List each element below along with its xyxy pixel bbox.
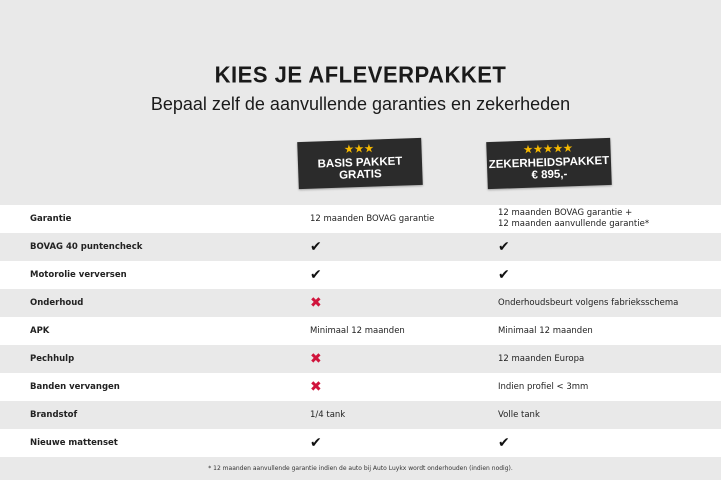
cross-icon: ✖: [310, 295, 322, 311]
value-text: 1/4 tank: [310, 410, 346, 420]
zekerheid-value: Onderhoudsbeurt volgens fabrieksschema: [498, 298, 678, 309]
basis-value: 12 maanden BOVAG garantie: [310, 214, 434, 224]
basis-value: Minimaal 12 maanden: [310, 326, 405, 336]
value-text: Volle tank: [498, 409, 540, 420]
table-row: Pechhulp ✖ 12 maanden Europa: [0, 345, 721, 373]
table-row: Motorolie verversen ✔ ✔: [0, 261, 721, 289]
zekerheid-value: Minimaal 12 maanden: [498, 326, 593, 337]
value-text: Onderhoudsbeurt volgens fabrieksschema: [498, 297, 679, 308]
checkmark-icon: ✔: [498, 238, 510, 255]
table-row: APK Minimaal 12 maanden Minimaal 12 maande…: [0, 317, 721, 345]
zekerheid-value: Indien profiel < 3mm: [498, 382, 588, 393]
table-row: BOVAG 40 puntencheck ✔ ✔: [0, 233, 721, 261]
value-text: Minimaal 12 maanden: [498, 325, 593, 336]
page-subtitle: Bepaal zelf de aanvullende garanties en …: [150, 94, 571, 114]
row-label: Nieuwe mattenset: [30, 438, 118, 448]
value-text: Indien profiel < 3mm: [498, 381, 589, 392]
checkmark-icon: ✔: [310, 435, 322, 451]
checkmark-icon: ✔: [498, 266, 510, 283]
value-text: 12 maanden aanvullende garantie*: [498, 219, 650, 229]
row-label: BOVAG 40 puntencheck: [30, 242, 143, 252]
value-text: 12 maanden BOVAG garantie: [310, 214, 435, 224]
cross-icon: ✖: [310, 351, 322, 367]
table-row: Brandstof 1/4 tank Volle tank: [0, 401, 721, 429]
value-text: Minimaal 12 maanden: [310, 326, 405, 336]
cross-icon: ✖: [310, 379, 322, 395]
value-text: 12 maanden Europa: [498, 353, 585, 364]
table-row: Banden vervangen ✖ Indien profiel < 3mm: [0, 373, 721, 401]
row-label: Banden vervangen: [30, 382, 120, 392]
row-label: Garantie: [30, 214, 72, 224]
zekerheid-value: Volle tank: [498, 410, 540, 421]
zekerheid-value: 12 maanden Europa: [498, 354, 584, 365]
table-row: Nieuwe mattenset ✔ ✔: [0, 429, 721, 457]
footnote: * 12 maanden aanvullende garantie indien…: [208, 465, 513, 472]
row-label: Brandstof: [30, 410, 78, 420]
row-label: APK: [30, 326, 50, 336]
comparison-table: Garantie 12 maanden BOVAG garantie 12 maan…: [0, 205, 721, 457]
basis-value: 1/4 tank: [310, 410, 345, 420]
table-row: Onderhoud ✖ Onderhoudsbeurt volgens fabrie…: [0, 289, 721, 317]
package-zekerheid-badge: ★★★★★ ZEKERHEIDSPAKKET € 895,-: [486, 137, 612, 190]
row-label: Motorolie verversen: [30, 270, 127, 280]
checkmark-icon: ✔: [310, 267, 322, 283]
table-row: Garantie 12 maanden BOVAG garantie 12 maan…: [0, 205, 721, 233]
page-title: KIES JE AFLEVERPAKKET: [214, 61, 507, 88]
zekerheid-value: 12 maanden BOVAG garantie +12 maanden aa…: [498, 208, 649, 230]
package-basis-badge: ★★★ BASIS PAKKET GRATIS: [297, 137, 423, 190]
row-label: Onderhoud: [30, 298, 84, 308]
value-text: 12 maanden BOVAG garantie +: [498, 208, 633, 218]
checkmark-icon: ✔: [310, 239, 322, 255]
row-label: Pechhulp: [30, 354, 75, 364]
checkmark-icon: ✔: [498, 434, 510, 451]
